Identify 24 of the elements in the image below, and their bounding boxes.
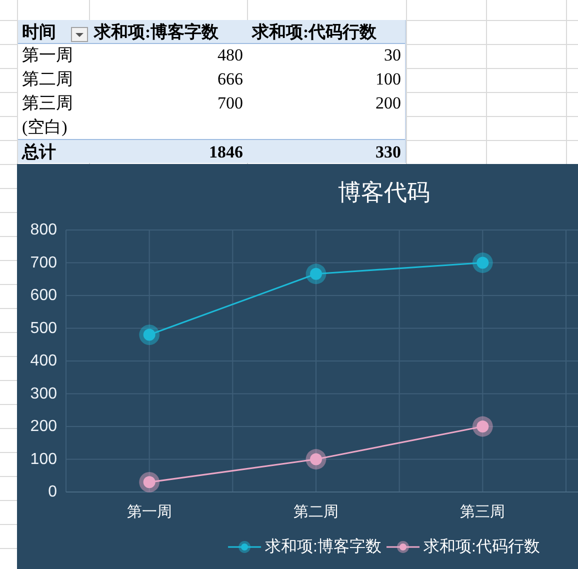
x-tick-label: 第一周 [126,504,172,520]
point [306,264,326,284]
x-tick-label: 第二周 [294,504,338,520]
table: 时间 求和项:博客字数 求和项:代码行数 第一周 480 30 第二周 666 100 第三周 700 200 (空白) 总计 1846 330 [18,20,406,164]
legend-label: 求和项:代码行数 [424,538,540,556]
y-tick-label: 700 [30,254,58,272]
chart-title: 博客代码 [338,179,430,205]
y-tick-label: 200 [30,418,58,435]
y-tick-label: 800 [30,222,58,238]
y-tick-label: 600 [30,287,58,304]
x-tick-label: 第三周 [460,504,506,520]
point [306,449,326,470]
point [139,324,160,345]
legend-label: 求和项:博客字数 [265,538,382,556]
y-tick-label: 500 [30,320,58,337]
category-label: 求和项:代码行数 [251,22,378,42]
point [139,472,160,492]
y-tick-label: 300 [30,385,58,402]
y-tick-label: 400 [30,352,58,370]
point [472,416,493,437]
point [472,252,493,273]
y-tick-label: 100 [30,450,58,468]
category-label: 求和项:博客字数 [93,22,220,42]
y-tick-label: 0 [48,484,58,500]
